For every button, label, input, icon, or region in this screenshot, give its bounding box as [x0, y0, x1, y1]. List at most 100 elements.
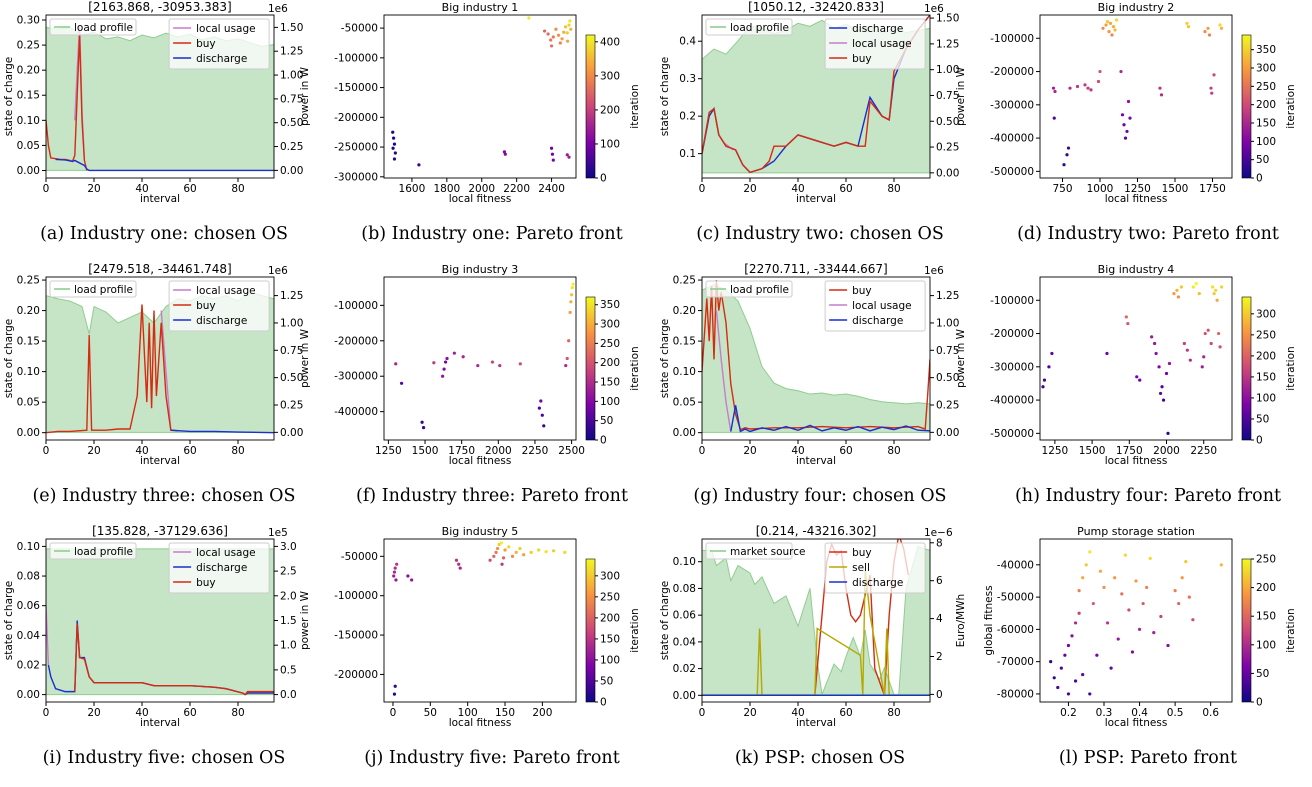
legend-label: market source [730, 546, 805, 558]
scatter-point [1124, 315, 1128, 319]
y2-axis-label: power in W [955, 328, 967, 388]
x-axis-label: local fitness [449, 193, 512, 205]
y-tick-label: 0.20 [17, 65, 40, 77]
x-tick-label: 20 [87, 183, 100, 195]
y-tick-label: -200000 [334, 112, 378, 124]
x-tick-label: 20 [743, 183, 756, 195]
y2-tick-label: 0.50 [936, 116, 959, 128]
legend: load profile discharge local usage buy [705, 18, 926, 70]
x-tick-label: 2000 [468, 183, 495, 195]
legend-label: discharge [196, 53, 247, 65]
legend-label: load profile [74, 22, 133, 34]
chart-title: Pump storage station [1077, 525, 1195, 538]
scatter-point [452, 351, 456, 355]
scatter-point [570, 293, 574, 297]
scatter-point [1081, 672, 1085, 677]
y-tick-label: -80000 [997, 688, 1034, 700]
x-tick-label: 60 [839, 183, 852, 195]
x-tick-label: 200 [532, 707, 552, 719]
scatter-point [1161, 398, 1166, 402]
y2-tick-label: 1.50 [280, 22, 303, 34]
y-tick-label: -60000 [997, 624, 1034, 636]
colorbar-tick-label: 50 [1256, 413, 1269, 425]
caption-j: (j) Industry five: Pareto front [364, 748, 620, 768]
y2-axis-label: Euro/MWh [955, 594, 967, 647]
chart-title: Big industry 3 [442, 263, 519, 276]
y2-tick-label: 0.75 [936, 90, 959, 102]
scatter-point [1105, 351, 1109, 356]
scatter-point [1114, 18, 1119, 22]
colorbar-tick-label: 300 [1256, 63, 1276, 75]
legend: load profile local usage buy discharge [49, 280, 270, 332]
scatter-point [1041, 385, 1045, 389]
scatter-point [399, 381, 404, 385]
y-tick-label: 0.05 [17, 397, 40, 409]
y-tick-label: -200000 [990, 66, 1034, 78]
y2-tick-label: 0.75 [280, 345, 303, 357]
scatter-point [392, 570, 397, 574]
y2-tick-label: 1.00 [936, 317, 959, 329]
y2-tick-label: 1.25 [280, 290, 303, 302]
plot-frame [45, 538, 275, 703]
scatter-point [1217, 331, 1221, 336]
y-tick-label: 0.10 [673, 366, 696, 378]
y-tick-label: -300000 [334, 171, 378, 183]
y2-tick-label: 8 [936, 537, 943, 549]
scatter-point [1088, 550, 1092, 554]
scatter-point [1158, 391, 1163, 396]
scatter-point [1135, 375, 1139, 379]
scatter-point [392, 142, 397, 146]
y-axis-label: state of charge [3, 581, 15, 661]
colorbar-tick-label: 350 [1256, 44, 1276, 56]
legend-label: buy [196, 38, 216, 50]
x-tick-label: 20 [743, 707, 756, 719]
scatter-point [1202, 355, 1206, 359]
y-tick-label: -400000 [990, 133, 1034, 145]
scatter-point [393, 151, 397, 155]
scatter-point [1073, 679, 1078, 683]
scatter-point [495, 546, 500, 551]
scatter-point [499, 541, 503, 545]
scatter-point [488, 558, 492, 562]
scatter-point [443, 360, 448, 364]
scatter-point [569, 27, 573, 31]
x-tick-label: 80 [231, 445, 244, 457]
x-tick-label: 2200 [503, 183, 530, 195]
scatter-point [1209, 341, 1213, 346]
scatter-point [560, 37, 564, 41]
y-tick-label: 0.00 [673, 690, 696, 702]
chart-h: 0 50 100 150 200 250 300 iteration 1250 1500 1750 2… [990, 263, 1297, 467]
scatter-point [564, 363, 568, 368]
y2-scale-label: 1e5 [268, 527, 288, 539]
x-tick-label: 2250 [522, 445, 549, 457]
scatter-point [1182, 341, 1186, 346]
caption-b: (b) Industry one: Pareto front [361, 224, 623, 244]
scatter-point [501, 556, 506, 560]
scatter-point [421, 425, 426, 430]
scatter-point [1154, 351, 1158, 356]
y2-tick-label: 1.0 [280, 640, 297, 652]
scatter-point [1119, 69, 1123, 74]
x-axis-label: local fitness [1105, 717, 1168, 729]
scatter-point [1211, 285, 1215, 289]
chart-g: 0.00 0.25 0.50 0.75 1.00 1.25 1e6 power in W loa… [659, 262, 967, 467]
x-tick-label: 60 [839, 445, 852, 457]
colorbar-tick-label: 0 [1256, 697, 1263, 709]
scatter-point [544, 549, 548, 554]
x-tick-label: 0 [699, 707, 706, 719]
scatter-point [492, 554, 496, 558]
x-tick-label: 80 [887, 183, 900, 195]
chart-title: [135.828, -37129.636] [92, 524, 228, 538]
scatter-point [1134, 579, 1138, 583]
series-discharge [170, 429, 274, 434]
scatter-point [571, 282, 575, 286]
scatter-point [1081, 576, 1085, 580]
scatter-point [1179, 285, 1183, 289]
legend-label: buy [852, 285, 872, 297]
x-tick-label: 2250 [1190, 445, 1217, 457]
legend: load profile local usage buy discharge [49, 18, 270, 70]
scatter-point [550, 152, 555, 156]
panel-h: 0 50 100 150 200 250 300 iteration 1250 1500 1750 2… [984, 262, 1312, 524]
y-axis-label: state of charge [659, 319, 671, 399]
chart-d: 0 50 100 150 200 250 300 350 iteration 750 1000 125… [990, 1, 1297, 205]
